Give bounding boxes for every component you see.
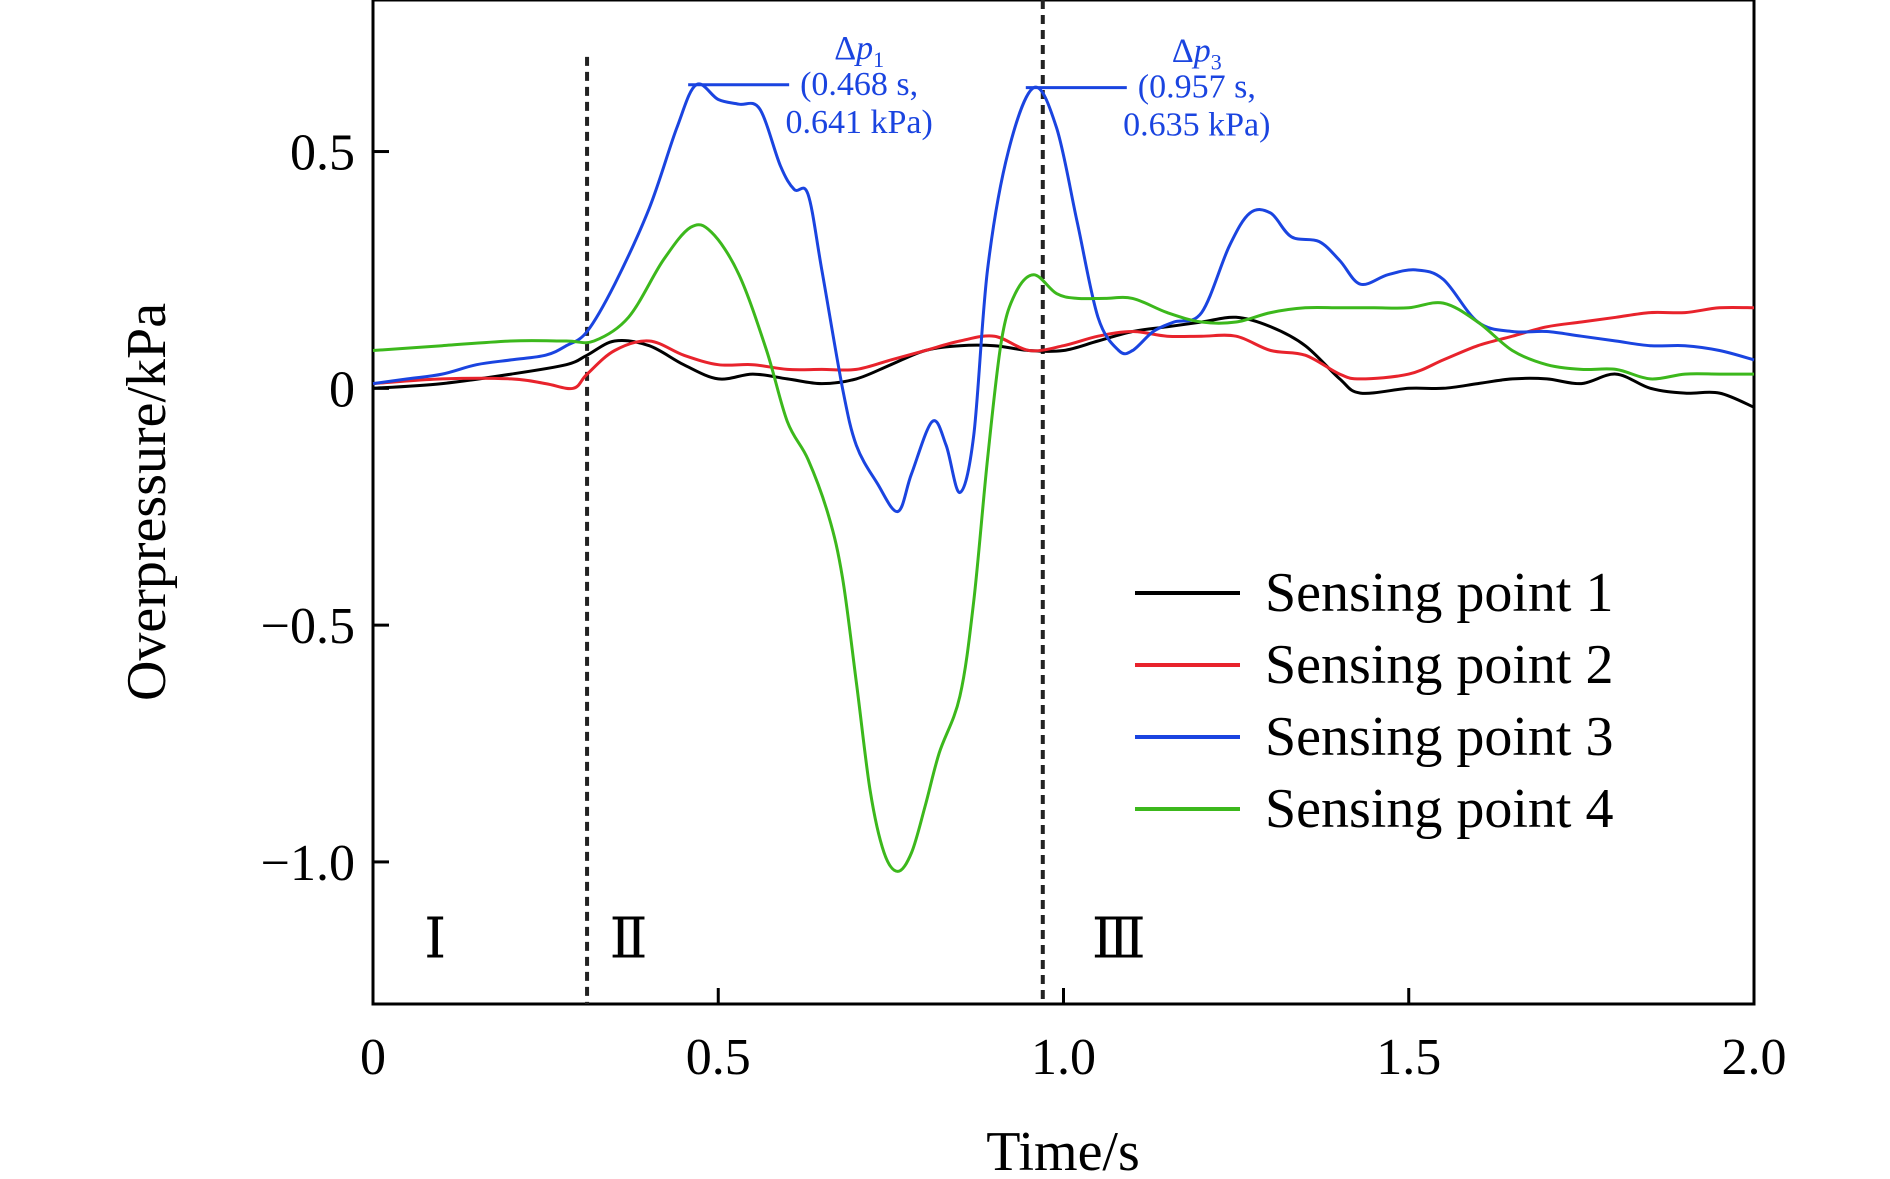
annotation-time: (0.957 s, — [1138, 69, 1256, 106]
x-tick-label: 2.0 — [1722, 1029, 1787, 1086]
y-axis-title: Overpressure/kPa — [116, 303, 178, 701]
legend-label: Sensing point 2 — [1265, 634, 1613, 696]
x-axis-title: Time/s — [986, 1121, 1140, 1179]
series-line-sensing-point-4 — [372, 223, 1754, 873]
annotation-time: (0.468 s, — [800, 66, 918, 103]
y-tick-label: 0 — [329, 361, 355, 418]
series-line-sensing-point-3 — [372, 82, 1755, 513]
x-axis: 0 0.5 1.0 1.5 2.0 — [360, 988, 1787, 1086]
phase-labels: Ⅰ Ⅱ Ⅲ — [424, 909, 1146, 971]
y-axis: 0.5 0 −0.5 −1.0 — [261, 125, 389, 892]
annotation-pressure: 0.641 kPa) — [785, 104, 932, 141]
phase-label: Ⅱ — [609, 909, 647, 971]
annotation-pressure: 0.635 kPa) — [1123, 107, 1270, 144]
legend-label: Sensing point 1 — [1265, 562, 1613, 624]
x-tick-label: 0.5 — [686, 1029, 751, 1086]
y-tick-label: −1.0 — [261, 835, 355, 892]
series-line-sensing-point-2 — [372, 305, 1755, 391]
phase-label: Ⅲ — [1092, 909, 1146, 971]
x-tick-label: 1.5 — [1376, 1029, 1441, 1086]
legend-label: Sensing point 4 — [1265, 778, 1613, 840]
series-lines — [372, 82, 1755, 873]
annotation-symbol: Δp3 — [1172, 33, 1222, 75]
y-tick-label: 0.5 — [290, 125, 355, 182]
x-tick-label: 1.0 — [1031, 1029, 1096, 1086]
peak-annotations: Δp1(0.468 s,0.641 kPa) Δp3(0.957 s,0.635 … — [688, 30, 1270, 144]
legend-label: Sensing point 3 — [1265, 706, 1613, 768]
y-tick-label: −0.5 — [261, 598, 355, 655]
annotation-symbol: Δp1 — [834, 30, 884, 72]
phase-label: Ⅰ — [424, 909, 446, 971]
x-tick-label: 0 — [360, 1029, 386, 1086]
legend: Sensing point 1 Sensing point 2 Sensing po… — [1135, 562, 1613, 840]
series-line-sensing-point-1 — [372, 315, 1755, 409]
phase-dividers — [585, 0, 1045, 1004]
